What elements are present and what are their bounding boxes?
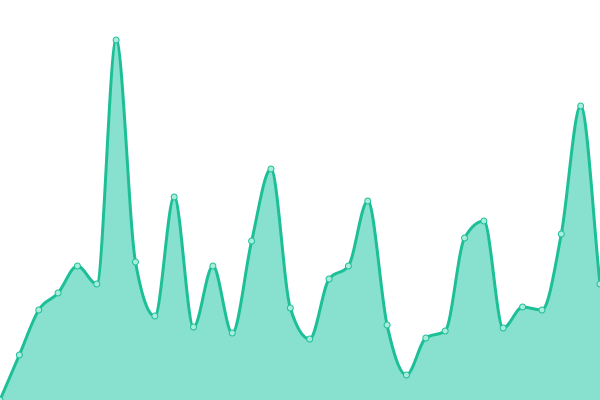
data-point	[577, 102, 585, 110]
data-point	[557, 230, 565, 238]
data-point	[422, 334, 430, 342]
data-point	[344, 262, 352, 270]
data-point	[0, 396, 4, 400]
data-point	[112, 36, 120, 44]
data-point	[402, 371, 410, 379]
data-point	[93, 280, 101, 288]
data-point	[190, 323, 198, 331]
data-point	[151, 312, 159, 320]
area-fill	[0, 40, 600, 400]
data-point	[35, 306, 43, 314]
data-point	[131, 258, 139, 266]
data-point	[54, 289, 62, 297]
data-point	[248, 237, 256, 245]
data-point	[519, 303, 527, 311]
data-points	[0, 36, 600, 400]
data-point	[286, 304, 294, 312]
data-point	[499, 324, 507, 332]
data-point	[441, 327, 449, 335]
data-point	[364, 197, 372, 205]
data-point	[170, 193, 178, 201]
data-point	[480, 217, 488, 225]
data-point	[306, 335, 314, 343]
data-point	[15, 351, 23, 359]
data-point	[228, 329, 236, 337]
data-point	[596, 280, 600, 288]
data-point	[209, 262, 217, 270]
data-point	[461, 234, 469, 242]
data-point	[538, 306, 546, 314]
data-point	[73, 262, 81, 270]
data-point	[383, 321, 391, 329]
data-point	[267, 165, 275, 173]
data-point	[325, 275, 333, 283]
